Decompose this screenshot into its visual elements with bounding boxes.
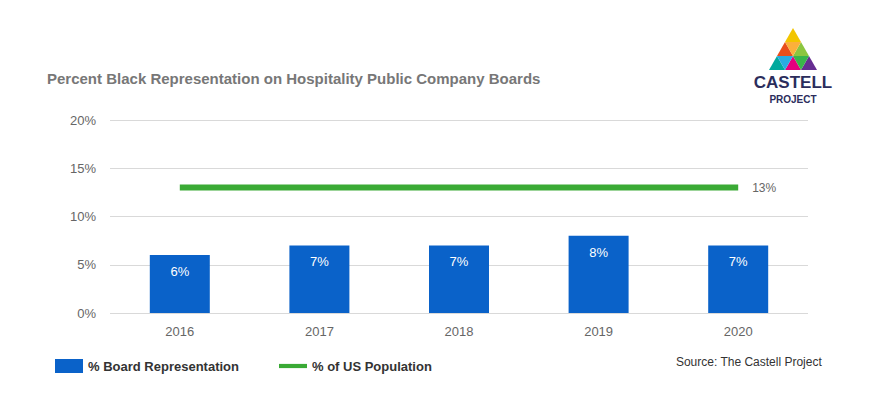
svg-text:20%: 20% xyxy=(70,113,96,128)
svg-text:7%: 7% xyxy=(729,254,748,269)
svg-text:7%: 7% xyxy=(310,254,329,269)
svg-text:7%: 7% xyxy=(450,254,469,269)
svg-text:% Board Representation: % Board Representation xyxy=(88,359,239,374)
svg-text:13%: 13% xyxy=(752,181,776,195)
svg-text:2019: 2019 xyxy=(584,324,613,339)
svg-text:5%: 5% xyxy=(77,257,96,272)
svg-text:10%: 10% xyxy=(70,209,96,224)
svg-text:15%: 15% xyxy=(70,161,96,176)
svg-text:2016: 2016 xyxy=(165,324,194,339)
svg-text:0%: 0% xyxy=(77,306,96,321)
svg-text:2020: 2020 xyxy=(724,324,753,339)
svg-text:Percent Black Representation o: Percent Black Representation on Hospital… xyxy=(47,70,540,87)
svg-text:Source: The Castell Project: Source: The Castell Project xyxy=(676,355,823,369)
svg-text:CASTELL: CASTELL xyxy=(754,73,832,92)
svg-text:2017: 2017 xyxy=(305,324,334,339)
svg-text:2018: 2018 xyxy=(445,324,474,339)
svg-text:% of US Population: % of US Population xyxy=(312,359,432,374)
svg-text:6%: 6% xyxy=(170,264,189,279)
svg-text:PROJECT: PROJECT xyxy=(769,94,816,105)
svg-text:8%: 8% xyxy=(589,245,608,260)
